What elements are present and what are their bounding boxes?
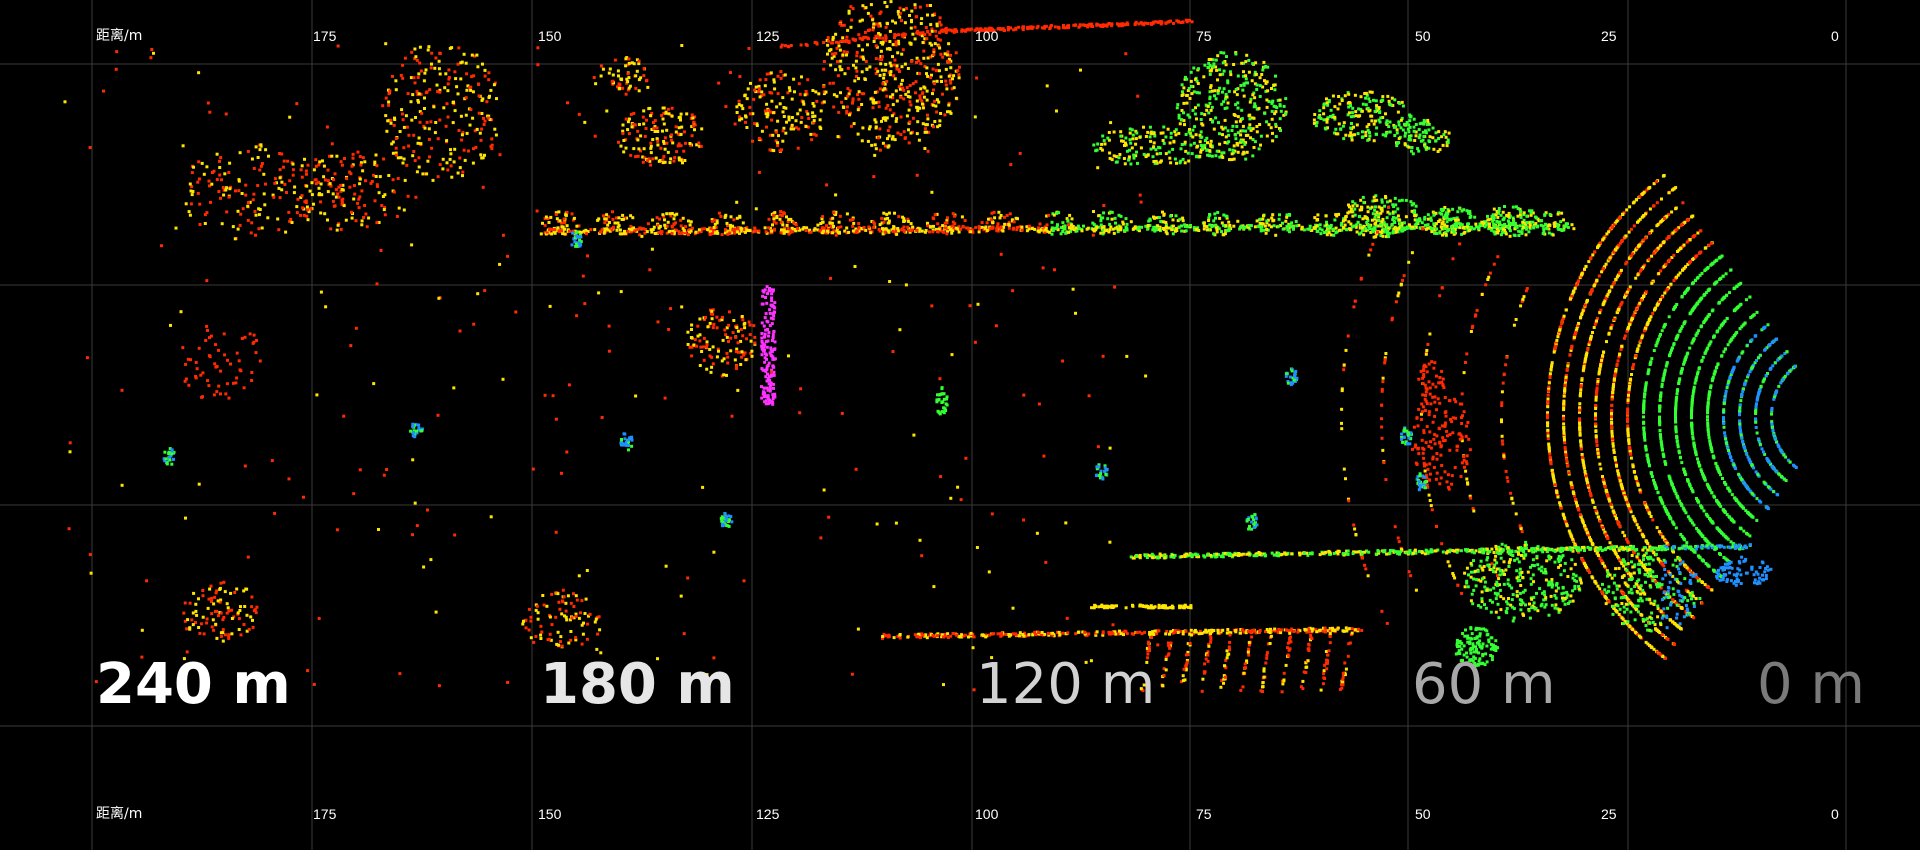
axis-tick: 0 [1831, 28, 1839, 44]
axis-tick: 125 [756, 28, 780, 44]
axis-tick: 125 [756, 806, 780, 822]
range-label-180: 180 m [540, 652, 735, 717]
range-label-240: 240 m [96, 652, 291, 717]
axis-tick: 25 [1601, 28, 1617, 44]
axis-tick: 150 [538, 28, 562, 44]
axis-unit-label: 距离/m [96, 28, 143, 44]
point-cloud-points [63, 0, 1798, 694]
axis-tick: 25 [1601, 806, 1617, 822]
range-label-120: 120 m [976, 652, 1156, 717]
axis-tick: 75 [1196, 28, 1212, 44]
range-label-0: 0 m [1757, 652, 1865, 717]
axis-tick: 175 [313, 28, 337, 44]
distance-ruler-bottom: 距离/m 175 150 125 100 75 50 25 0 [0, 806, 1920, 830]
axis-tick: 50 [1415, 28, 1431, 44]
axis-tick: 100 [975, 806, 999, 822]
axis-tick: 50 [1415, 806, 1431, 822]
axis-tick: 150 [538, 806, 562, 822]
range-label-60: 60 m [1412, 652, 1556, 717]
axis-tick: 0 [1831, 806, 1839, 822]
axis-tick: 100 [975, 28, 999, 44]
axis-tick: 75 [1196, 806, 1212, 822]
distance-ruler-top: 距离/m 175 150 125 100 75 50 25 0 [0, 28, 1920, 52]
axis-unit-label: 距离/m [96, 806, 143, 822]
axis-tick: 175 [313, 806, 337, 822]
